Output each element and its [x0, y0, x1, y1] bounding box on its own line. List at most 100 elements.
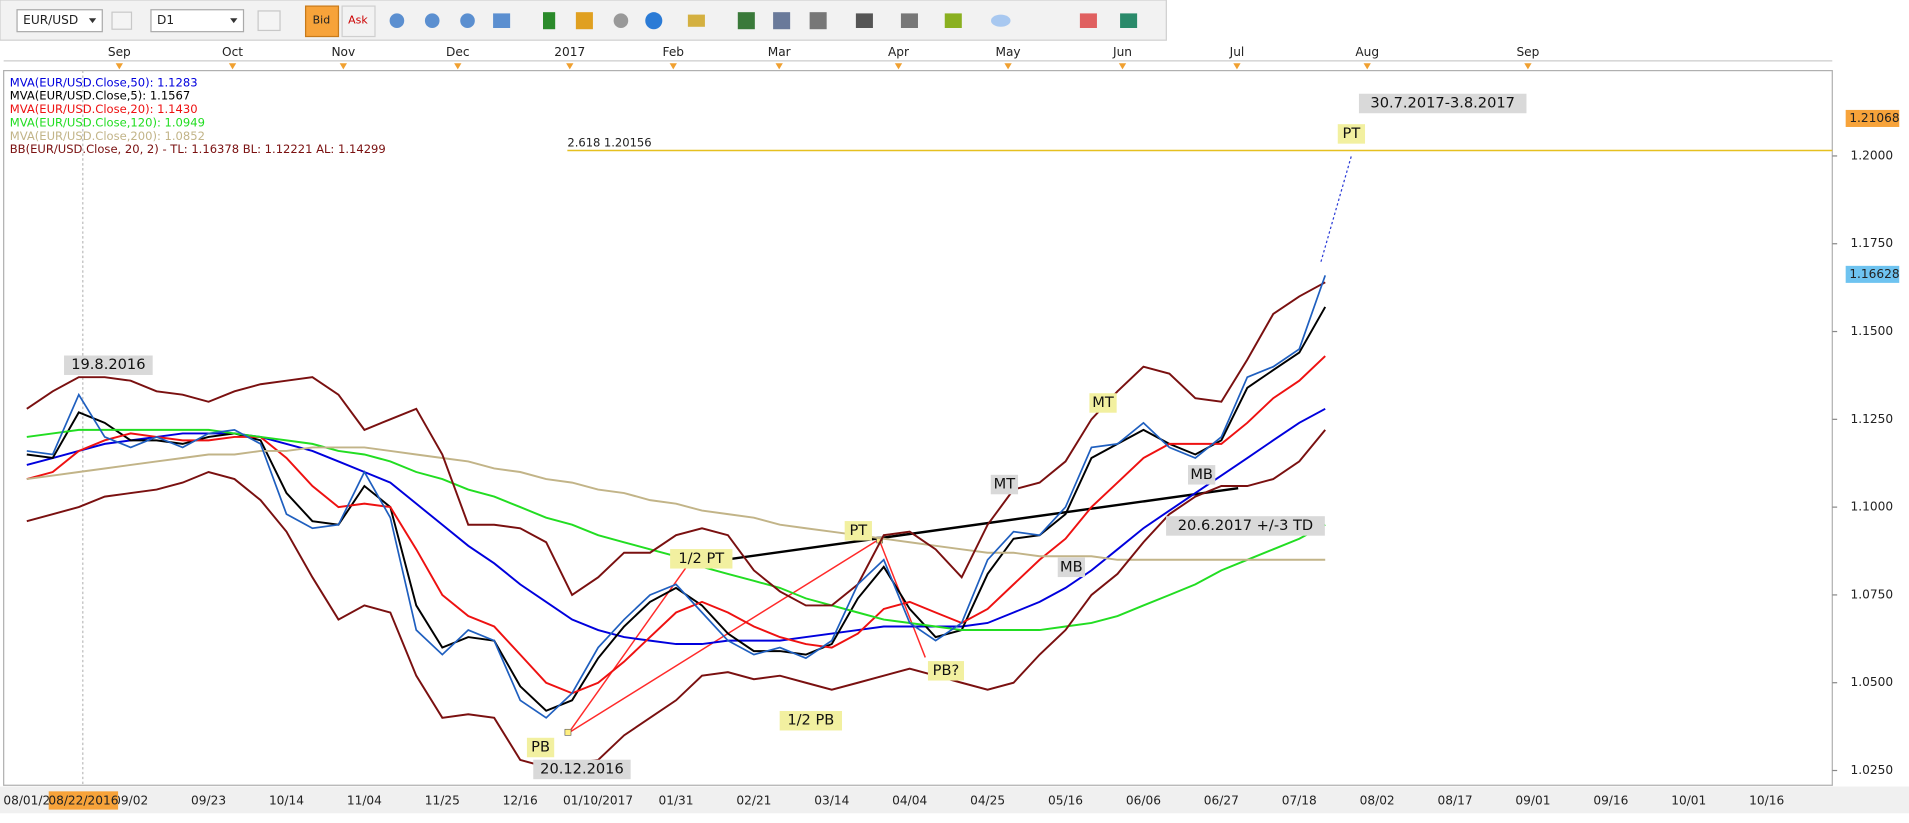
- tool-icon[interactable]: [645, 12, 663, 30]
- tool-icon[interactable]: [991, 14, 1011, 27]
- y-tick-label: 1.1500: [1851, 324, 1894, 338]
- tool-icon[interactable]: [424, 13, 440, 29]
- annotation-box: [1188, 465, 1216, 485]
- tool-icon[interactable]: [543, 12, 556, 30]
- y-tick-label: 1.0750: [1851, 587, 1894, 601]
- tool-icon[interactable]: [1120, 13, 1138, 29]
- price-tag-label: 1.21068: [1849, 111, 1899, 125]
- dropdown-arrow: [230, 18, 238, 24]
- tool-icon[interactable]: [257, 10, 281, 32]
- annotation: 30.7.2017-3.8.2017: [1370, 94, 1515, 111]
- month-marker: [1004, 63, 1012, 70]
- month-marker: [566, 63, 574, 70]
- month-label: Dec: [446, 45, 470, 59]
- tool-icon[interactable]: [389, 13, 405, 29]
- x-tick-label: 05/16: [1048, 794, 1083, 808]
- month-marker: [115, 63, 123, 70]
- cursor-label: 08/22/2016: [48, 794, 118, 808]
- tool-icon[interactable]: [773, 12, 791, 30]
- month-marker: [1233, 63, 1241, 70]
- price-tag-label: 1.16628: [1849, 267, 1899, 281]
- x-tick-label: 12/16: [503, 794, 538, 808]
- legend-entry: MVA(EUR/USD.Close,50): 1.1283: [10, 75, 198, 89]
- annotation-box: [1166, 516, 1325, 536]
- legend-entry: MVA(EUR/USD.Close,20): 1.1430: [10, 102, 198, 116]
- tool-icon[interactable]: [944, 13, 962, 29]
- projection-line: [1320, 155, 1352, 262]
- x-tick-label: 09/23: [191, 794, 226, 808]
- month-marker: [1524, 63, 1532, 70]
- x-tick-label: 01/10/2017: [563, 794, 633, 808]
- tool-icon[interactable]: [111, 11, 133, 30]
- annotation: 20.6.2017 +/-3 TD: [1178, 517, 1313, 534]
- month-marker: [775, 63, 783, 70]
- month-label: Sep: [108, 45, 131, 59]
- x-tick-label: 03/14: [814, 794, 849, 808]
- annotation: MT: [994, 476, 1016, 493]
- tool-icon[interactable]: [613, 13, 629, 29]
- annotation-box: [1089, 393, 1117, 413]
- toolbar-icons: [389, 12, 1138, 30]
- x-tick-label: 02/21: [736, 794, 771, 808]
- annotation-box: [533, 759, 631, 780]
- annotation: 19.8.2016: [71, 356, 145, 373]
- annotation-box: [1057, 557, 1086, 578]
- y-tick-label: 1.1250: [1851, 412, 1894, 426]
- x-tick-label: 04/25: [970, 794, 1005, 808]
- month-marker: [1363, 63, 1371, 70]
- month-label: Jul: [1229, 45, 1245, 59]
- ask-button[interactable]: [341, 5, 376, 38]
- x-tick-label: 06/06: [1126, 794, 1161, 808]
- annotation: 1/2 PB: [787, 712, 834, 729]
- annotation: PT: [849, 522, 867, 539]
- tool-icon[interactable]: [493, 13, 511, 29]
- y-tick-label: 1.1000: [1851, 500, 1894, 514]
- x-tick-label: 11/04: [347, 794, 382, 808]
- y-tick-label: 1.0250: [1851, 763, 1894, 777]
- month-label: Oct: [222, 45, 243, 59]
- symbol-select[interactable]: [16, 9, 103, 33]
- legend-entry: BB(EUR/USD.Close, 20, 2) - TL: 1.16378 B…: [10, 142, 386, 156]
- tool-icon[interactable]: [900, 13, 918, 29]
- month-label: Sep: [1516, 45, 1539, 59]
- month-label: Apr: [888, 45, 909, 59]
- tool-icon[interactable]: [1079, 13, 1097, 29]
- tool-icon[interactable]: [737, 12, 755, 30]
- x-tick-label: 08/17: [1438, 794, 1473, 808]
- ask-label: Ask: [348, 14, 368, 27]
- month-marker: [228, 63, 237, 70]
- month-label: 2017: [554, 45, 585, 59]
- month-label: Nov: [331, 45, 355, 59]
- month-marker: [454, 63, 462, 70]
- indicator-line: [26, 446, 1326, 561]
- tool-icon[interactable]: [460, 13, 475, 29]
- tool-icon[interactable]: [687, 14, 705, 27]
- fib-value: 1.20156: [604, 136, 652, 150]
- annotation-box: [779, 710, 843, 731]
- x-tick-label: 04/04: [892, 794, 927, 808]
- bid-button[interactable]: [304, 5, 340, 38]
- tool-icon[interactable]: [575, 12, 593, 30]
- indicator-line: [26, 355, 1326, 695]
- annotation: PT: [1343, 125, 1361, 142]
- plot-frame: [3, 70, 1833, 786]
- timeframe: D1: [157, 13, 174, 27]
- annotation-box: [1358, 93, 1527, 114]
- price-tag: [1845, 265, 1900, 283]
- tool-icon[interactable]: [809, 12, 827, 30]
- annotation: MB: [1060, 558, 1083, 575]
- x-tick-label: 09/16: [1593, 794, 1628, 808]
- x-tick-label: 08/02: [1360, 794, 1395, 808]
- fib-label: 2.618: [567, 136, 600, 150]
- timeframe-select[interactable]: [150, 9, 245, 33]
- month-marker: [669, 63, 677, 70]
- annotation: 20.12.2016: [540, 760, 624, 777]
- legend-entry: MVA(EUR/USD.Close,5): 1.1567: [10, 89, 190, 103]
- y-tick-label: 1.1750: [1851, 236, 1894, 250]
- tool-icon[interactable]: [855, 13, 873, 29]
- date-axis: [0, 786, 1909, 814]
- x-tick-label: 01/31: [658, 794, 693, 808]
- annotation: MT: [1092, 394, 1114, 411]
